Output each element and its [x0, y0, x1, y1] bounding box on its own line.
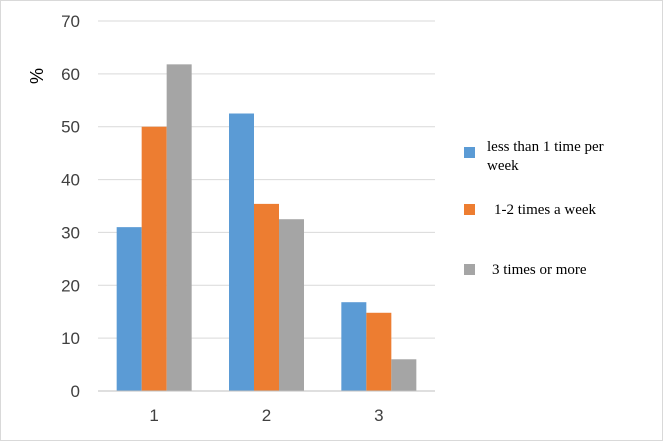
- legend-swatch: [464, 264, 475, 275]
- y-tick-label: 40: [61, 171, 80, 190]
- bar: [391, 359, 417, 391]
- legend-swatch: [464, 204, 475, 215]
- legend: less than 1 time per week 1-2 times a week…: [464, 139, 604, 278]
- x-tick-label: 3: [374, 406, 383, 425]
- legend-label: 3 times or more: [492, 262, 587, 278]
- bar: [166, 64, 192, 391]
- bar: [279, 219, 304, 391]
- x-tick-label: 2: [262, 406, 271, 425]
- y-tick-labels: 0 10 20 30 40 50 60 70: [61, 12, 80, 401]
- bar: [366, 312, 392, 391]
- legend-label: 1-2 times a week: [494, 202, 597, 218]
- y-tick-label: 10: [61, 329, 80, 348]
- y-axis-label: %: [27, 68, 47, 84]
- y-tick-label: 30: [61, 223, 80, 242]
- legend-label: less than 1 time per week: [487, 139, 604, 174]
- y-tick-label: 20: [61, 276, 80, 295]
- bar: [254, 203, 279, 391]
- x-tick-labels: 1 2 3: [149, 406, 383, 425]
- legend-swatch: [464, 147, 475, 158]
- y-tick-label: 0: [71, 382, 80, 401]
- bar: [116, 227, 142, 391]
- x-tick-label: 1: [149, 406, 158, 425]
- bars: [116, 64, 417, 391]
- bar: [141, 126, 167, 391]
- y-tick-label: 60: [61, 65, 80, 84]
- y-tick-label: 70: [61, 12, 80, 31]
- y-tick-label: 50: [61, 118, 80, 137]
- bar: [229, 113, 254, 391]
- bar: [341, 302, 367, 391]
